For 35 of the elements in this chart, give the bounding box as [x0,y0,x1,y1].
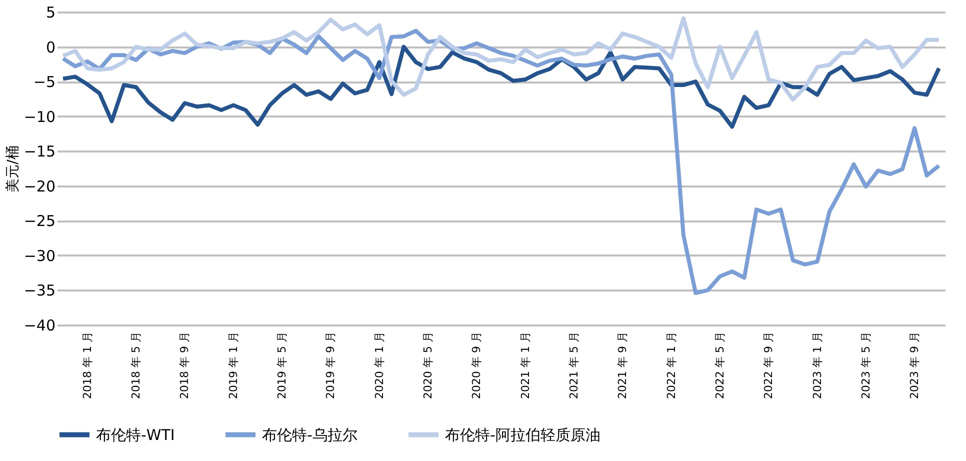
x-tick-label: 2021 年 9 月 [616,332,630,399]
x-tick-label: 2023 年 1 月 [810,332,824,399]
x-tick-label: 2018 年 5 月 [130,332,143,399]
x-tick-label: 2023 年 9 月 [908,332,922,399]
y-tick-label: −30 [24,246,56,265]
legend-label: 布伦特-阿拉伯轻质原油 [445,426,600,444]
legend-label: 布伦特-WTI [96,426,175,444]
y-tick-label: 5 [46,4,56,22]
x-tick-label: 2022 年 1 月 [664,332,678,399]
x-tick-label: 2018 年 9 月 [178,332,192,399]
y-tick-label: 0 [46,38,56,56]
legend-label: 布伦特-乌拉尔 [262,426,358,444]
x-tick-label: 2022 年 5 月 [713,332,726,399]
line-series [61,28,941,296]
y-tick-label: −5 [33,73,56,92]
y-tick-label: −15 [24,142,56,161]
y-tick-label: −10 [24,108,56,126]
x-tick-label: 2019 年 9 月 [324,332,338,399]
y-tick-label: −35 [24,282,56,300]
x-tick-label: 2020 年 9 月 [470,332,484,399]
y-tick-label: −20 [24,177,56,196]
x-tick-label: 2023 年 5 月 [859,332,872,399]
y-axis-title: 美元/桶 [4,146,21,192]
y-tick-label: −25 [24,212,56,230]
x-tick-label: 2021 年 5 月 [567,332,580,399]
x-tick-label: 2019 年 1 月 [226,332,240,399]
x-tick-label: 2019 年 5 月 [276,332,289,399]
line-series [61,44,941,129]
x-tick-label: 2018 年 1 月 [80,332,94,399]
x-tick-label: 2022 年 9 月 [762,332,776,399]
x-tick-label: 2020 年 5 月 [422,332,435,399]
line-series [61,16,941,102]
x-tick-label: 2021 年 1 月 [518,332,532,399]
y-tick-label: −40 [24,316,56,334]
x-tick-label: 2020 年 1 月 [372,332,386,399]
